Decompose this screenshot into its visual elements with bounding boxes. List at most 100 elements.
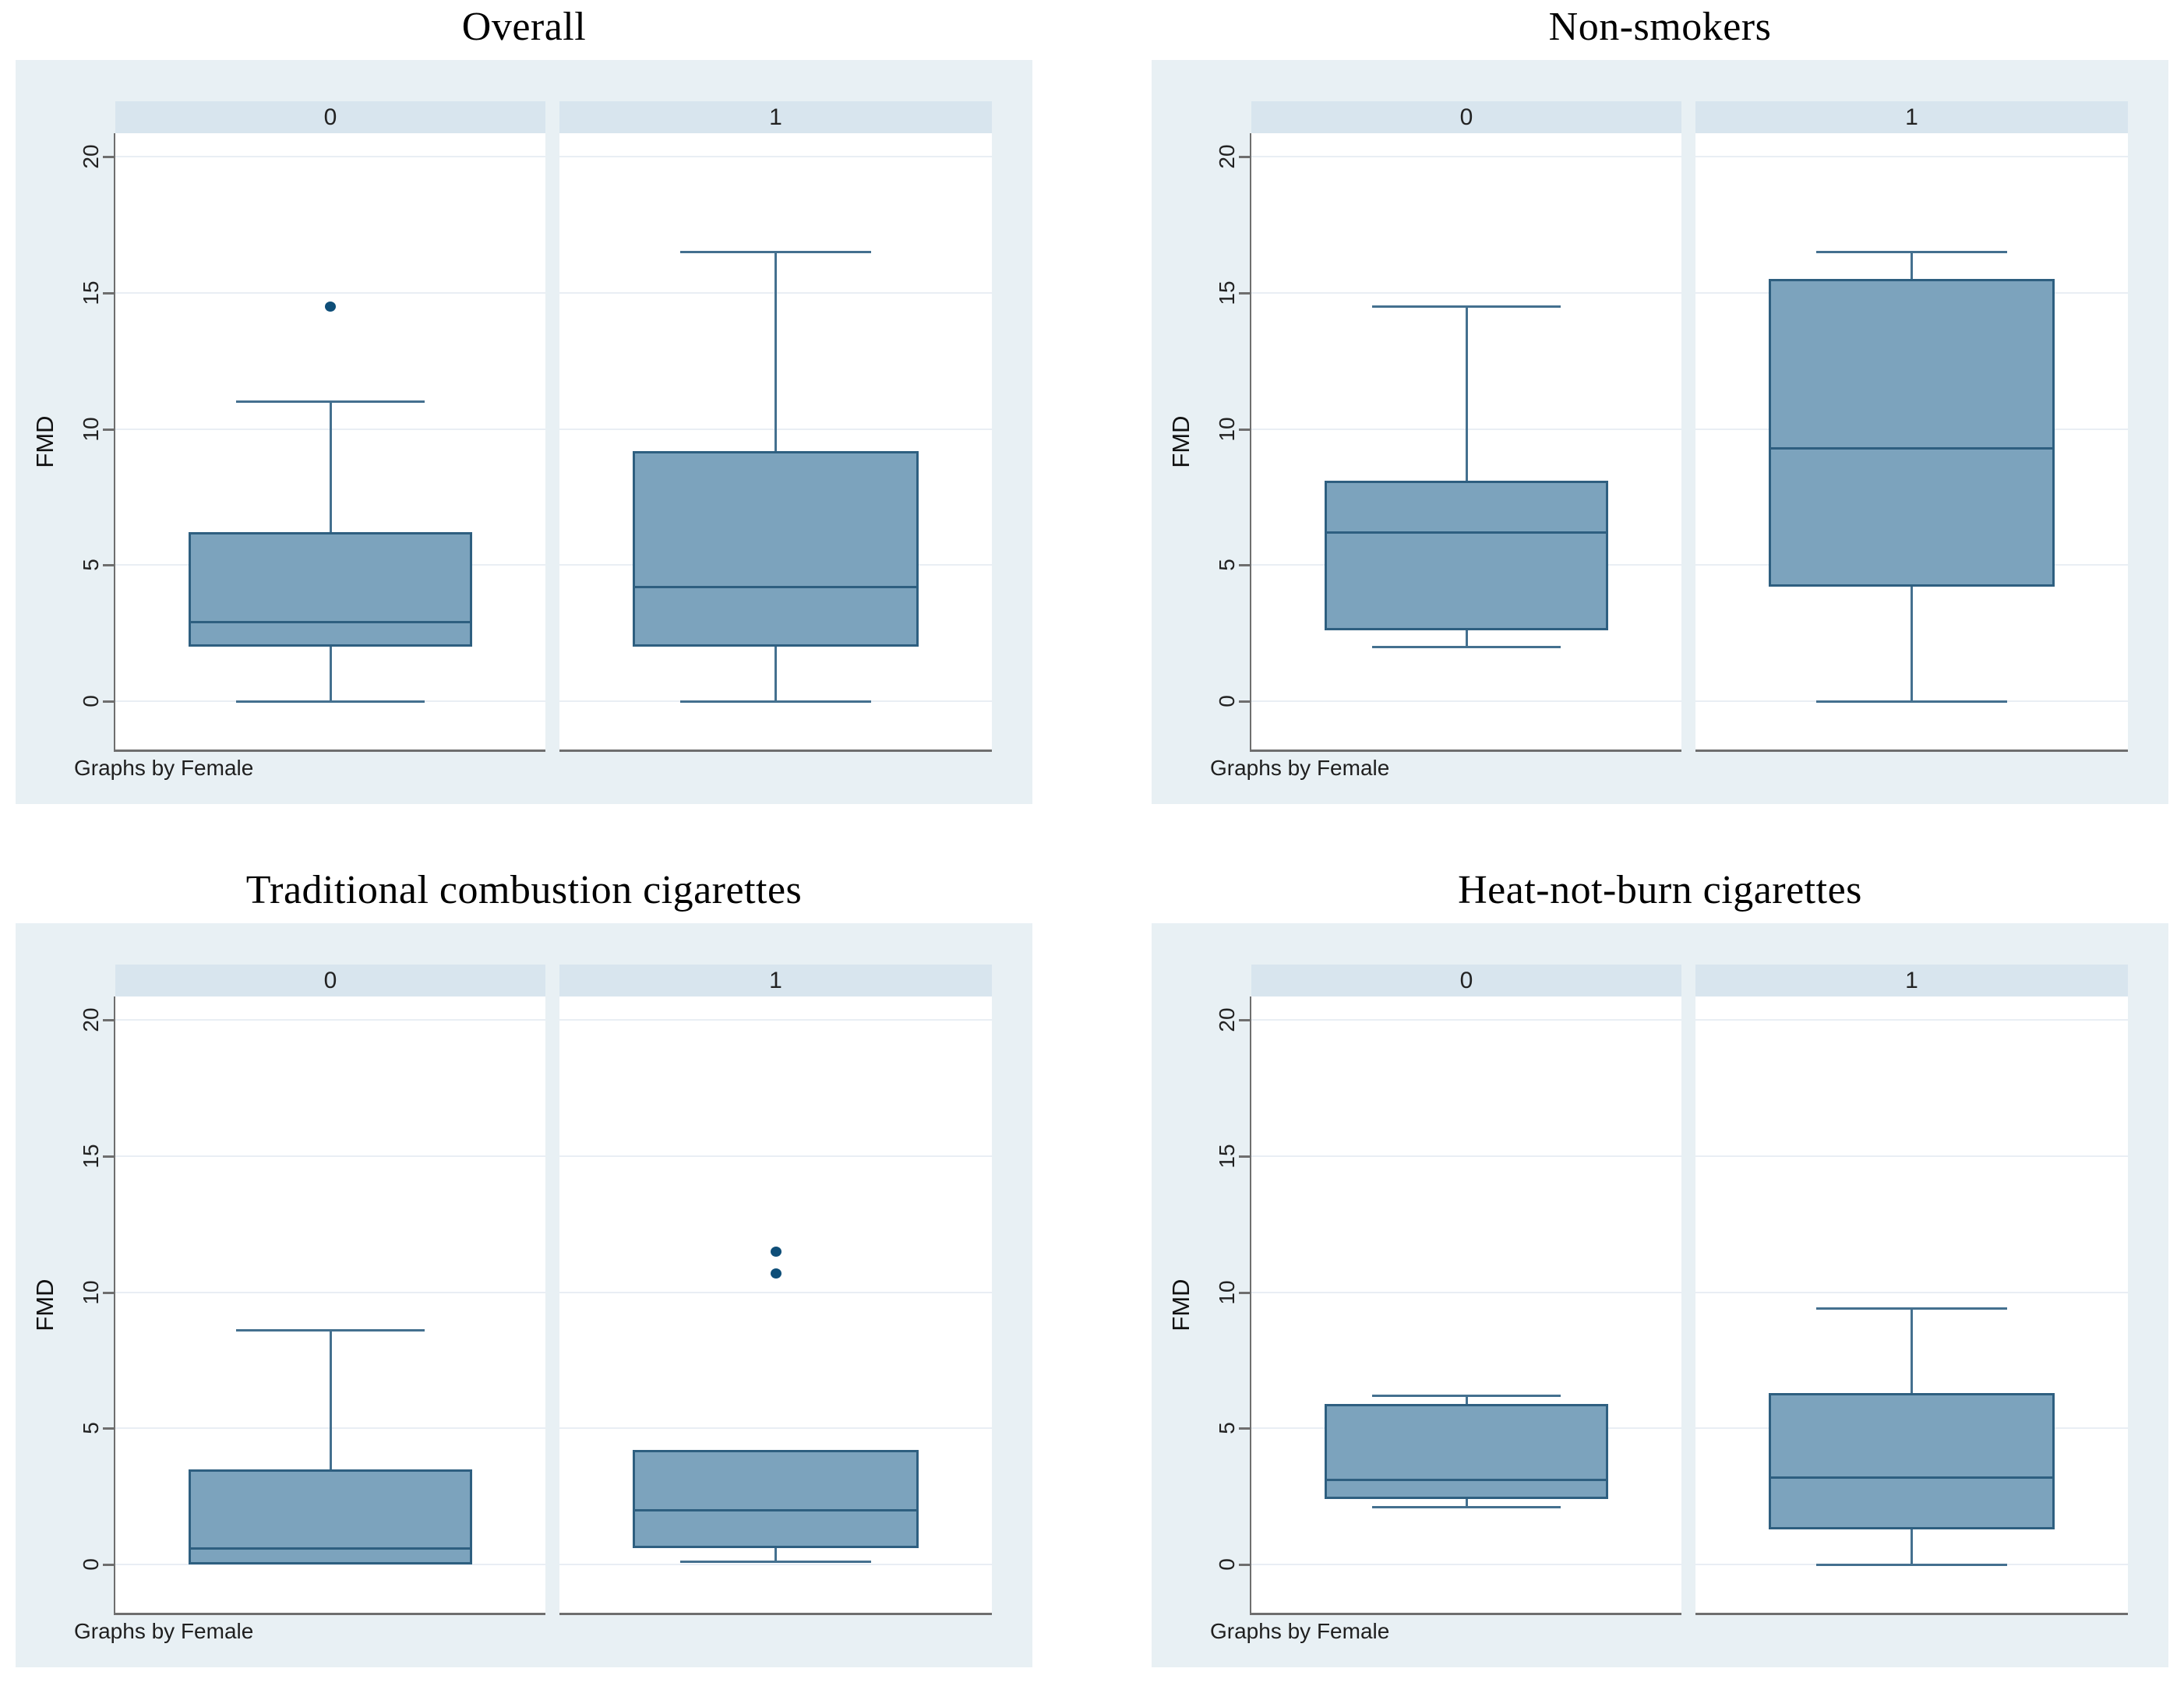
x-axis-line: [115, 1613, 545, 1615]
y-tick-mark: [103, 1291, 115, 1294]
graphs-by-note: Graphs by Female: [74, 1619, 254, 1643]
y-tick-label: 20: [79, 1007, 103, 1032]
group-header-strip: 0: [1251, 101, 1681, 133]
y-tick-mark: [103, 700, 115, 704]
panel-heat-not-burn: Heat-not-burn cigarettes FMD 0 5 10 15 20 0 1 Gr…: [1152, 863, 2168, 1670]
median-line: [1769, 1476, 2055, 1479]
outlier-dot: [325, 301, 336, 312]
lower-whisker-line: [329, 647, 332, 702]
gridline: [559, 1427, 992, 1430]
y-axis-label: FMD: [31, 414, 58, 468]
y-tick-label: 0: [79, 1558, 103, 1571]
group-header-strip: 0: [115, 101, 545, 133]
lower-whisker-cap: [1816, 1563, 2007, 1566]
y-tick-label: 5: [1215, 1422, 1239, 1435]
lower-whisker-line: [1465, 630, 1468, 647]
group-header-label: 0: [1459, 104, 1473, 130]
gridline: [1695, 1155, 2128, 1157]
panel-title: Overall: [461, 5, 587, 49]
upper-whisker-cap: [680, 250, 871, 253]
y-tick-mark: [1239, 1291, 1251, 1294]
upper-whisker-cap: [1371, 1394, 1561, 1397]
y-tick-label: 5: [1215, 559, 1239, 572]
gridline: [559, 1019, 992, 1021]
median-line: [1769, 446, 2055, 450]
y-tick-label: 15: [1215, 1144, 1239, 1169]
graphs-by-note: Graphs by Female: [74, 756, 254, 780]
y-axis-label: FMD: [1167, 1278, 1194, 1332]
panel-title: Non-smokers: [1548, 5, 1772, 49]
y-tick-mark: [103, 1564, 115, 1567]
subplot: [559, 996, 992, 1613]
x-axis-line: [559, 750, 992, 752]
y-tick-mark: [103, 156, 115, 159]
iqr-box: [1769, 279, 2055, 587]
upper-whisker-cap: [1371, 305, 1561, 308]
median-line: [633, 1508, 919, 1511]
y-tick-mark: [103, 1427, 115, 1430]
gridline: [1695, 156, 2128, 158]
iqr-box: [188, 1469, 473, 1565]
group-header-label: 0: [1459, 968, 1473, 993]
group-header-label: 0: [323, 104, 337, 130]
y-tick-mark: [1239, 1155, 1251, 1158]
lower-whisker-cap: [680, 1561, 871, 1564]
lower-whisker-line: [1911, 587, 1913, 702]
subplot: [115, 996, 545, 1613]
iqr-box: [633, 1450, 919, 1549]
y-tick-label: 10: [79, 417, 103, 442]
gridline: [115, 1155, 545, 1157]
group-header-strip: 1: [559, 965, 992, 996]
y-tick-label: 20: [1215, 1007, 1239, 1032]
group-header-label: 1: [1905, 104, 1918, 130]
y-tick-mark: [1239, 1427, 1251, 1430]
lower-whisker-line: [1911, 1529, 1913, 1565]
median-line: [1324, 1479, 1609, 1482]
subplot: [1251, 133, 1681, 750]
gridline: [1251, 156, 1681, 158]
panel-traditional-cigarettes: Traditional combustion cigarettes FMD 0 5 1…: [16, 863, 1032, 1670]
gridline: [1695, 1019, 2128, 1021]
x-axis-line: [115, 750, 545, 752]
y-tick-label: 15: [1215, 280, 1239, 305]
panel-title: Heat-not-burn cigarettes: [1458, 868, 1862, 912]
y-tick-label: 10: [1215, 1280, 1239, 1305]
lower-whisker-line: [774, 1548, 777, 1562]
iqr-box: [1769, 1392, 2055, 1529]
group-header-label: 1: [769, 104, 782, 130]
x-axis-line: [1695, 750, 2128, 752]
lower-whisker-cap: [1371, 645, 1561, 648]
y-tick-mark: [1239, 700, 1251, 704]
panel-overall: Overall FMD 0 5 10 15 20 0 1 Graphs by Female: [16, 0, 1032, 806]
upper-whisker-cap: [235, 1329, 425, 1332]
gridline: [115, 1019, 545, 1021]
y-tick-label: 5: [79, 559, 103, 572]
y-tick-mark: [103, 564, 115, 567]
iqr-box: [1324, 1403, 1609, 1500]
lower-whisker-cap: [1371, 1506, 1561, 1509]
median-line: [633, 585, 919, 588]
gridline: [115, 1291, 545, 1293]
graphs-by-note: Graphs by Female: [1210, 1619, 1390, 1643]
gridline: [559, 1564, 992, 1566]
lower-whisker-line: [774, 647, 777, 702]
iqr-box: [188, 532, 473, 647]
y-tick-mark: [103, 1155, 115, 1158]
gridline: [559, 156, 992, 158]
panel-plot-area: FMD 0 5 10 15 20 0 1 Graphs by Female: [1152, 60, 2168, 804]
y-tick-label: 20: [1215, 144, 1239, 169]
group-header-strip: 0: [115, 965, 545, 996]
y-tick-mark: [103, 1019, 115, 1022]
panel-title: Traditional combustion cigarettes: [245, 868, 803, 912]
subplot: [1251, 996, 1681, 1613]
upper-whisker-cap: [1816, 250, 2007, 253]
lower-whisker-cap: [680, 700, 871, 703]
x-axis-line: [559, 1613, 992, 1615]
y-tick-label: 10: [1215, 417, 1239, 442]
lower-whisker-line: [1465, 1499, 1468, 1508]
group-header-label: 1: [769, 968, 782, 993]
y-tick-mark: [1239, 156, 1251, 159]
y-tick-label: 0: [79, 695, 103, 707]
gridline: [1251, 1155, 1681, 1157]
